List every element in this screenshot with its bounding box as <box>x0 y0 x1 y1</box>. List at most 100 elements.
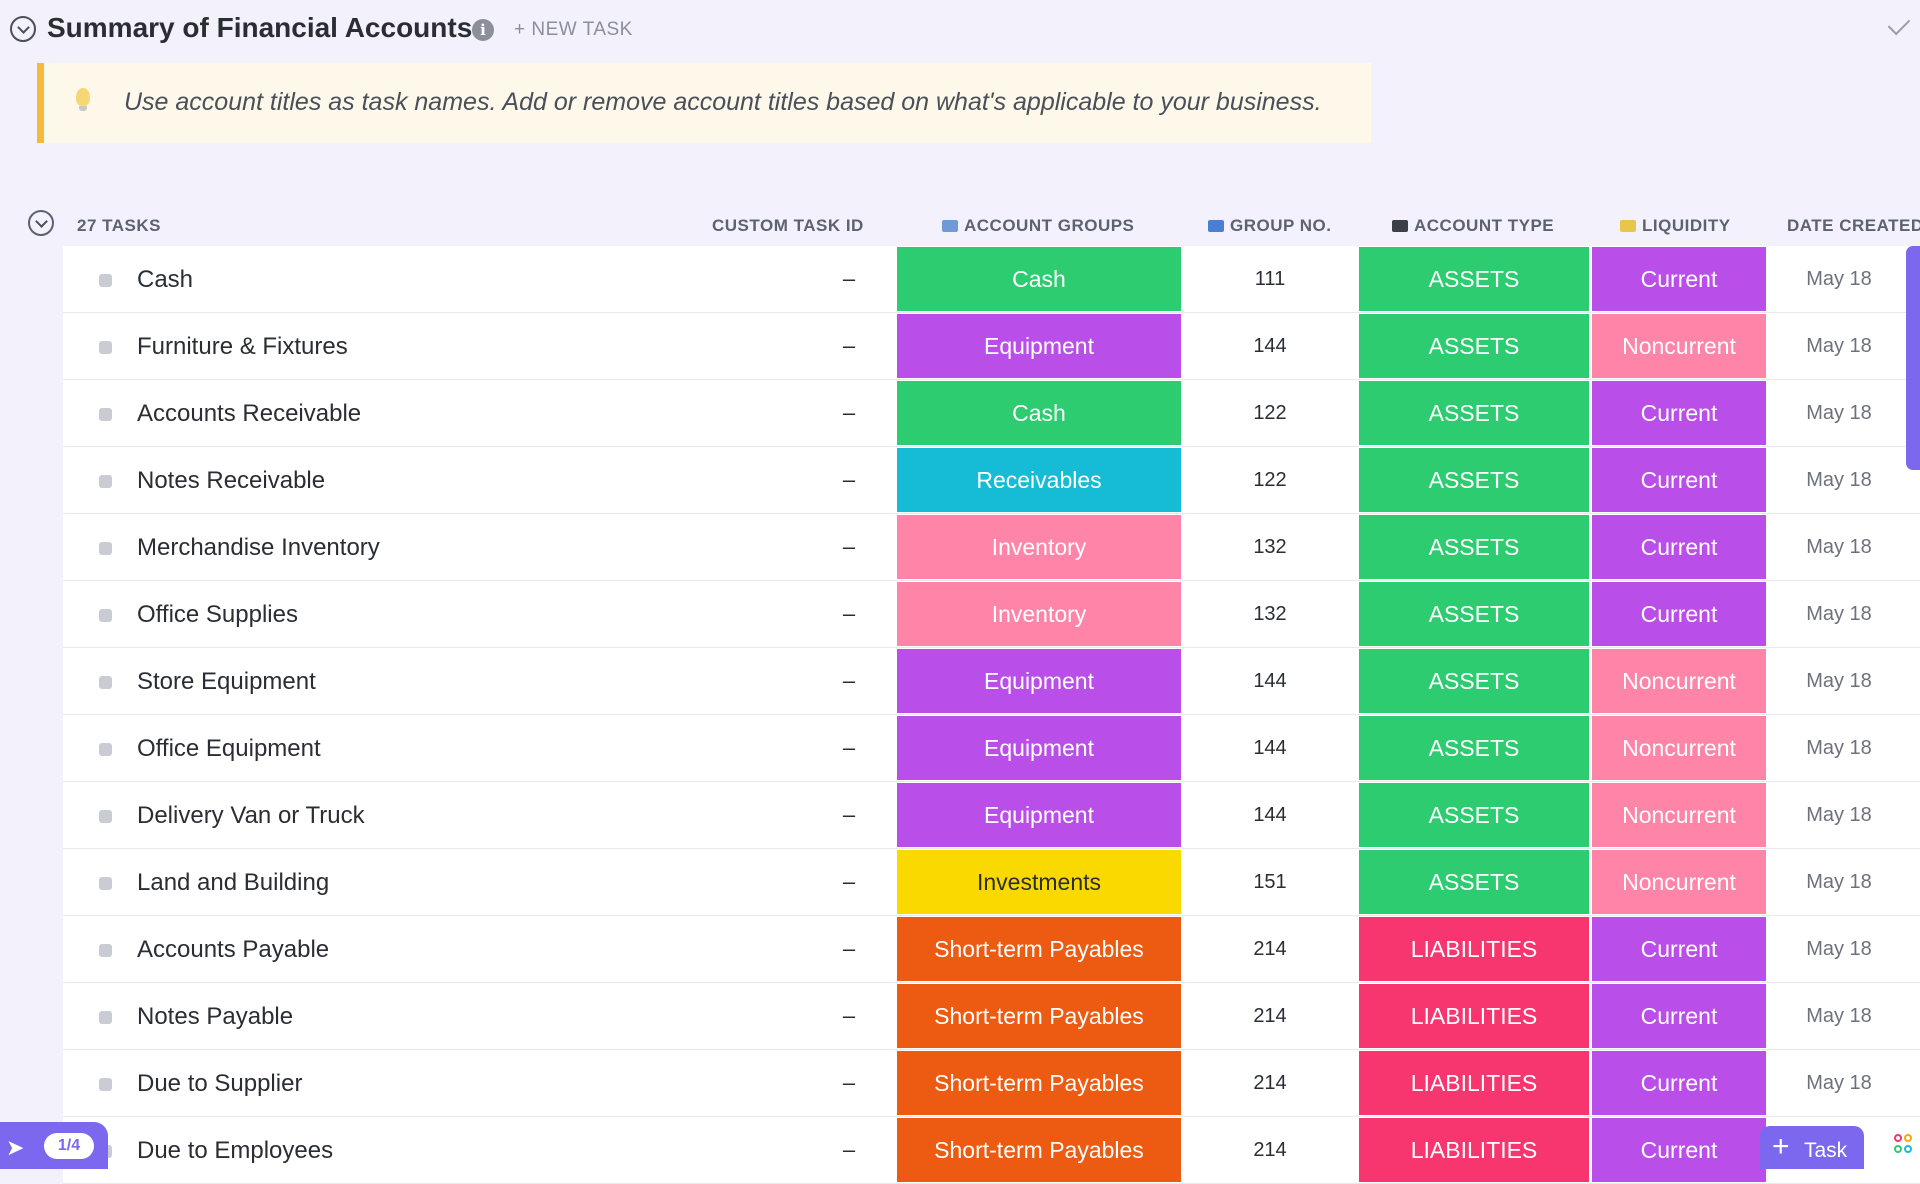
group-number[interactable]: 144 <box>1253 804 1287 826</box>
group-number[interactable]: 151 <box>1253 871 1287 893</box>
custom-task-id[interactable]: – <box>842 534 856 559</box>
liquidity-pill[interactable]: Current <box>1592 984 1766 1048</box>
account-group-pill[interactable]: Receivables <box>897 448 1181 512</box>
account-group-pill[interactable]: Inventory <box>897 515 1181 579</box>
column-group-no[interactable]: GROUP NO. <box>1208 216 1331 236</box>
task-name[interactable]: Due to Employees <box>137 1137 334 1164</box>
account-type-pill[interactable]: ASSETS <box>1359 247 1589 311</box>
custom-task-id[interactable]: – <box>842 735 856 760</box>
group-number[interactable]: 132 <box>1253 536 1287 558</box>
table-row[interactable]: Notes Receivable – Receivables 122 ASSETS Cur… <box>63 447 1920 514</box>
group-number[interactable]: 144 <box>1253 670 1287 692</box>
task-name[interactable]: Merchandise Inventory <box>137 534 380 561</box>
table-row[interactable]: Office Equipment – Equipment 144 ASSETS Noncu… <box>63 715 1920 782</box>
group-number[interactable]: 144 <box>1253 335 1287 357</box>
account-type-pill[interactable]: ASSETS <box>1359 381 1589 445</box>
account-type-pill[interactable]: ASSETS <box>1359 783 1589 847</box>
account-type-pill[interactable]: ASSETS <box>1359 582 1589 646</box>
group-number[interactable]: 122 <box>1253 402 1287 424</box>
group-number[interactable]: 132 <box>1253 603 1287 625</box>
custom-task-id[interactable]: – <box>842 1137 856 1162</box>
status-icon[interactable] <box>99 877 112 890</box>
column-custom-task-id[interactable]: CUSTOM TASK ID <box>712 216 864 235</box>
group-number[interactable]: 144 <box>1253 737 1287 759</box>
account-group-pill[interactable]: Short-term Payables <box>897 1118 1181 1182</box>
status-icon[interactable] <box>99 676 112 689</box>
check-icon[interactable] <box>1887 12 1911 36</box>
task-name[interactable]: Cash <box>137 266 194 293</box>
task-name[interactable]: Notes Receivable <box>137 467 326 494</box>
table-row[interactable]: Accounts Receivable – Cash 122 ASSETS Current… <box>63 380 1920 447</box>
status-icon[interactable] <box>99 609 112 622</box>
task-name[interactable]: Due to Supplier <box>137 1070 303 1097</box>
column-liquidity[interactable]: LIQUIDITY <box>1620 216 1731 236</box>
custom-task-id[interactable]: – <box>842 266 856 291</box>
table-row[interactable]: Land and Building – Investments 151 ASSETS No… <box>63 849 1920 916</box>
table-row[interactable]: Office Supplies – Inventory 132 ASSETS Curren… <box>63 581 1920 648</box>
collapse-group-icon[interactable] <box>28 210 54 236</box>
new-task-button[interactable]: + NEW TASK <box>514 19 633 40</box>
account-group-pill[interactable]: Cash <box>897 381 1181 445</box>
table-row[interactable]: Due to Employees – Short-term Payables 214 L… <box>63 1117 1920 1184</box>
account-type-pill[interactable]: LIABILITIES <box>1359 984 1589 1048</box>
account-group-pill[interactable]: Equipment <box>897 649 1181 713</box>
account-group-pill[interactable]: Equipment <box>897 716 1181 780</box>
column-date-created[interactable]: DATE CREATED <box>1787 216 1920 235</box>
table-row[interactable]: Merchandise Inventory – Inventory 132 ASSETS… <box>63 514 1920 581</box>
liquidity-pill[interactable]: Current <box>1592 1118 1766 1182</box>
custom-task-id[interactable]: – <box>842 400 856 425</box>
add-task-button[interactable]: + Task <box>1760 1126 1864 1169</box>
custom-task-id[interactable]: – <box>842 601 856 626</box>
group-number[interactable]: 214 <box>1253 1139 1287 1161</box>
liquidity-pill[interactable]: Current <box>1592 917 1766 981</box>
table-row[interactable]: Due to Supplier – Short-term Payables 214 LI… <box>63 1050 1920 1117</box>
liquidity-pill[interactable]: Noncurrent <box>1592 850 1766 914</box>
task-name[interactable]: Store Equipment <box>137 668 316 695</box>
custom-task-id[interactable]: – <box>842 936 856 961</box>
account-group-pill[interactable]: Short-term Payables <box>897 984 1181 1048</box>
account-type-pill[interactable]: ASSETS <box>1359 716 1589 780</box>
apps-icon[interactable] <box>1880 1126 1920 1169</box>
liquidity-pill[interactable]: Noncurrent <box>1592 649 1766 713</box>
account-type-pill[interactable]: ASSETS <box>1359 850 1589 914</box>
liquidity-pill[interactable]: Noncurrent <box>1592 314 1766 378</box>
status-icon[interactable] <box>99 274 112 287</box>
task-name[interactable]: Office Supplies <box>137 601 298 628</box>
group-number[interactable]: 214 <box>1253 1072 1287 1094</box>
status-icon[interactable] <box>99 341 112 354</box>
column-account-groups[interactable]: ACCOUNT GROUPS <box>942 216 1134 236</box>
account-group-pill[interactable]: Investments <box>897 850 1181 914</box>
account-type-pill[interactable]: ASSETS <box>1359 515 1589 579</box>
group-number[interactable]: 214 <box>1253 938 1287 960</box>
account-type-pill[interactable]: LIABILITIES <box>1359 1051 1589 1115</box>
table-row[interactable]: Cash – Cash 111 ASSETS Current May 18 <box>63 246 1920 313</box>
task-name[interactable]: Office Equipment <box>137 735 321 762</box>
custom-task-id[interactable]: – <box>842 333 856 358</box>
custom-task-id[interactable]: – <box>842 869 856 894</box>
liquidity-pill[interactable]: Current <box>1592 1051 1766 1115</box>
account-type-pill[interactable]: ASSETS <box>1359 448 1589 512</box>
table-row[interactable]: Furniture & Fixtures – Equipment 144 ASSETS N… <box>63 313 1920 380</box>
liquidity-pill[interactable]: Current <box>1592 448 1766 512</box>
account-group-pill[interactable]: Short-term Payables <box>897 1051 1181 1115</box>
liquidity-pill[interactable]: Current <box>1592 381 1766 445</box>
custom-task-id[interactable]: – <box>842 467 856 492</box>
group-number[interactable]: 111 <box>1254 268 1286 290</box>
custom-task-id[interactable]: – <box>842 1003 856 1028</box>
group-number[interactable]: 122 <box>1253 469 1287 491</box>
account-type-pill[interactable]: ASSETS <box>1359 649 1589 713</box>
scrollbar[interactable] <box>1906 246 1920 470</box>
table-row[interactable]: Store Equipment – Equipment 144 ASSETS Noncur… <box>63 648 1920 715</box>
table-row[interactable]: Delivery Van or Truck – Equipment 144 ASSETS… <box>63 782 1920 849</box>
status-icon[interactable] <box>99 810 112 823</box>
liquidity-pill[interactable]: Current <box>1592 582 1766 646</box>
task-name[interactable]: Accounts Receivable <box>137 400 362 427</box>
task-name[interactable]: Notes Payable <box>137 1003 294 1030</box>
account-group-pill[interactable]: Cash <box>897 247 1181 311</box>
group-number[interactable]: 214 <box>1253 1005 1287 1027</box>
account-type-pill[interactable]: LIABILITIES <box>1359 917 1589 981</box>
table-row[interactable]: Notes Payable – Short-term Payables 214 LIAB… <box>63 983 1920 1050</box>
status-icon[interactable] <box>99 408 112 421</box>
custom-task-id[interactable]: – <box>842 1070 856 1095</box>
collapse-list-icon[interactable] <box>10 16 36 42</box>
